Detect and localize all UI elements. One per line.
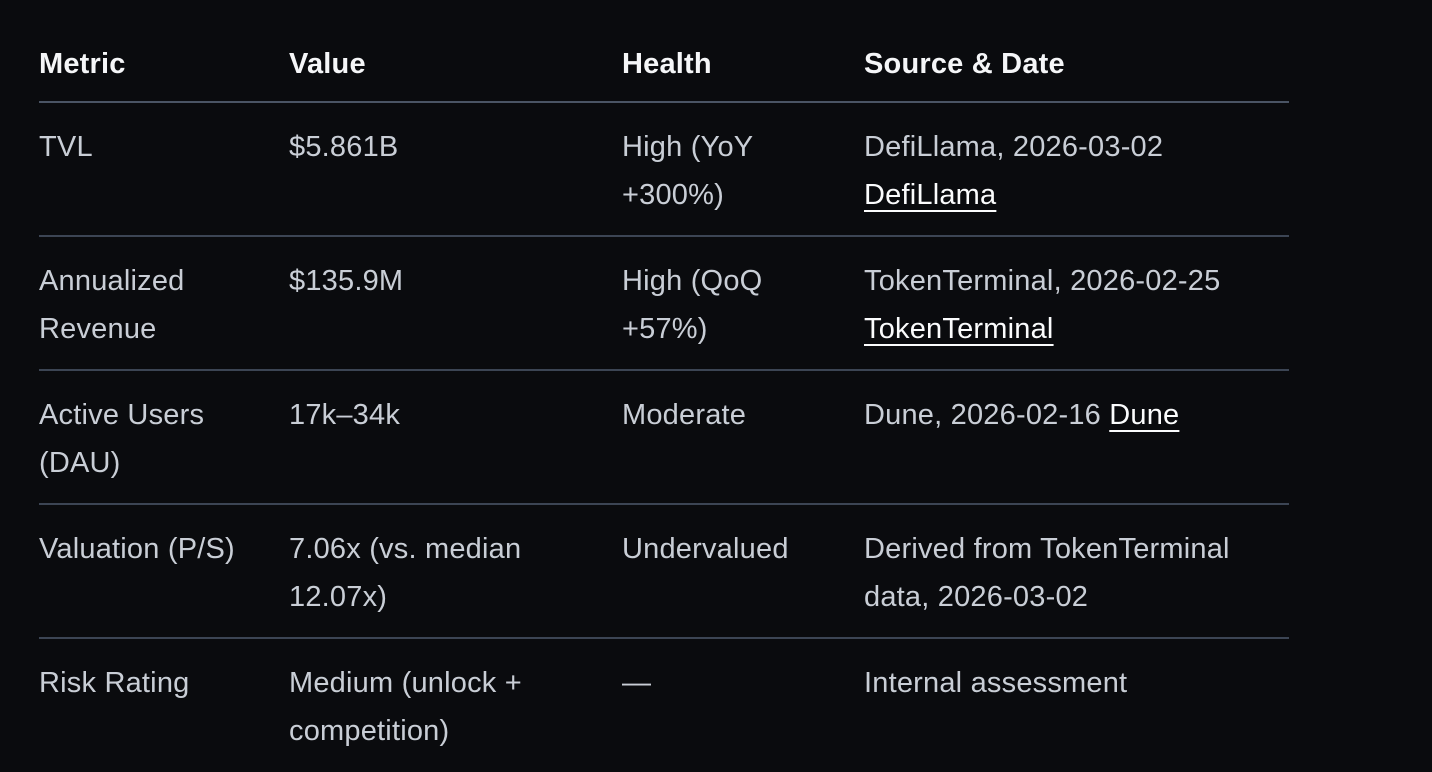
cell-source: Dune, 2026-02-16 Dune [864,370,1289,505]
cell-health: High (QoQ +57%) [622,236,864,371]
cell-value: Medium (unlock + competition) [289,667,522,747]
cell-value: 17k–34k [289,370,622,505]
source-text: DefiLlama, 2026-03-02 [864,131,1164,163]
cell-health: Moderate [622,370,864,505]
cell-metric: TVL [39,102,289,237]
column-header-value: Value [289,40,622,103]
column-header-source-date: Source & Date [864,40,1289,103]
source-text: Internal assessment [864,667,1128,699]
source-link[interactable]: TokenTerminal [864,313,1054,345]
source-link[interactable]: Dune [1109,399,1180,431]
table-header-row: Metric Value Health Source & Date [39,40,1289,103]
cell-health: Undervalued [622,504,864,639]
cell-health: — [622,667,652,699]
table-row-valuation: Valuation (P/S) 7.06x (vs. median 12.07x… [39,504,1289,639]
cell-value: $5.861B [289,102,622,237]
table-row-active-users: Active Users (DAU) 17k–34k Moderate Dune… [39,370,1289,505]
cell-metric: Active Users (DAU) [39,370,289,505]
metrics-table: Metric Value Health Source & Date TVL $5… [39,40,1289,771]
table-row-annualized-revenue: Annualized Revenue $135.9M High (QoQ +57… [39,236,1289,371]
cell-metric: Valuation (P/S) [39,504,289,639]
cell-metric: Annualized Revenue [39,236,289,371]
table-row-tvl: TVL $5.861B High (YoY +300%) DefiLlama, … [39,102,1289,237]
cell-health: High (YoY +300%) [622,102,864,237]
table-row-risk-rating: Risk Rating Medium (unlock + competition… [39,638,1289,771]
cell-source: TokenTerminal, 2026-02-25 TokenTerminal [864,236,1289,371]
source-text: Derived from TokenTerminal data, 2026-03… [864,533,1230,613]
cell-value: 7.06x (vs. median 12.07x) [289,504,622,639]
column-header-metric: Metric [39,40,289,103]
source-link[interactable]: DefiLlama [864,179,997,211]
cell-source: DefiLlama, 2026-03-02 DefiLlama [864,102,1289,237]
source-text: Dune, 2026-02-16 [864,399,1101,431]
cell-metric: Risk Rating [39,667,190,699]
column-header-health: Health [622,40,864,103]
cell-value: $135.9M [289,236,622,371]
cell-source: Derived from TokenTerminal data, 2026-03… [864,504,1289,639]
source-text: TokenTerminal, 2026-02-25 [864,265,1221,297]
cell-source: Internal assessment [864,638,1289,771]
